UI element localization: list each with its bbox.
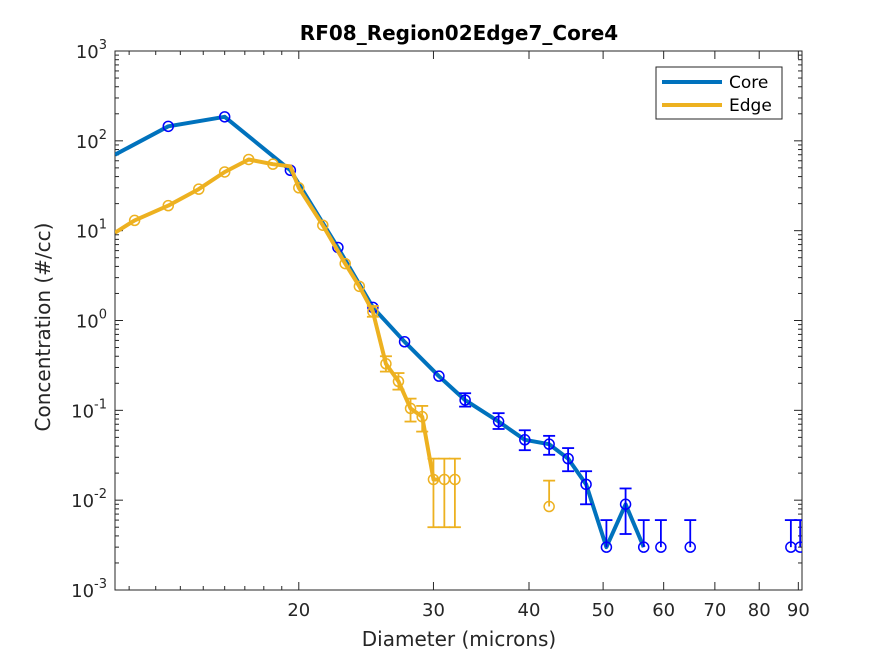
- y-tick-label: 100: [76, 308, 107, 333]
- data-point: [433, 370, 445, 382]
- data-point: [162, 120, 175, 133]
- data-point: [293, 182, 305, 194]
- data-point: [367, 306, 379, 318]
- data-point: [404, 402, 417, 415]
- plot-area: 10-3 10-2 10-1 100 101 102 103 20 30 40 50 60 70 80 90…: [71, 38, 810, 621]
- data-point: [543, 438, 555, 450]
- legend-box: [655, 66, 783, 120]
- data-point: [380, 358, 392, 370]
- data-point: [416, 410, 428, 423]
- data-point: [218, 166, 231, 178]
- data-point: [684, 541, 696, 553]
- data-point: [492, 415, 505, 428]
- data-point: [193, 183, 205, 195]
- data-point: [600, 541, 613, 553]
- series-edge: [115, 153, 556, 529]
- data-point: [128, 214, 141, 227]
- x-tick-label: 20: [287, 600, 310, 621]
- legend: Core Edge: [655, 66, 783, 120]
- x-tick-label: 70: [703, 600, 726, 621]
- data-point: [267, 158, 279, 170]
- data-point: [427, 473, 440, 486]
- chart-title: RF08_Region02Edge7_Core4: [300, 21, 618, 45]
- data-point: [637, 541, 650, 553]
- series-core: [115, 111, 802, 553]
- y-tick-label: 10-3: [71, 577, 107, 602]
- data-point: [317, 219, 329, 231]
- y-tick-label: 102: [76, 128, 107, 153]
- data-point: [162, 199, 175, 212]
- x-tick-label: 80: [748, 600, 771, 621]
- x-tick-label: 30: [422, 600, 445, 621]
- data-point: [242, 153, 255, 166]
- legend-label-core: Core: [729, 73, 768, 93]
- data-point: [353, 280, 366, 293]
- y-tick-label: 101: [76, 218, 107, 243]
- data-point: [398, 336, 411, 348]
- y-axis-label: Concentration (#/cc): [31, 223, 55, 432]
- data-point: [392, 375, 405, 388]
- x-tick-label: 40: [518, 600, 541, 621]
- data-point: [619, 498, 632, 511]
- data-point: [655, 541, 667, 553]
- y-tick-label: 10-2: [71, 487, 107, 512]
- data-point: [218, 111, 231, 123]
- data-point: [794, 541, 802, 553]
- x-tick-label: 90: [787, 600, 810, 621]
- data-point: [339, 257, 351, 270]
- data-point: [562, 452, 574, 465]
- data-point: [580, 478, 592, 491]
- y-tick-label: 10-1: [71, 397, 107, 422]
- y-tick-label: 103: [76, 38, 107, 63]
- x-axis-label: Diameter (microns): [362, 627, 556, 651]
- data-point: [543, 500, 555, 513]
- legend-label-edge: Edge: [729, 96, 772, 116]
- x-tick-label: 50: [592, 600, 615, 621]
- data-point: [449, 473, 461, 486]
- x-tick-label: 60: [652, 600, 675, 621]
- data-point: [459, 394, 471, 406]
- data-point: [519, 434, 531, 446]
